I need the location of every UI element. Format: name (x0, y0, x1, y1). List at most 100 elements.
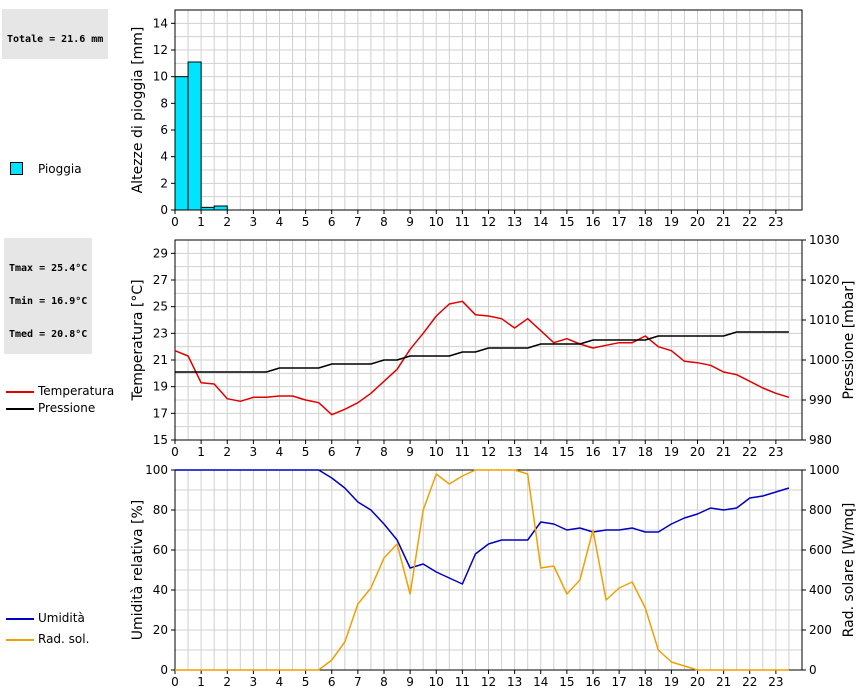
chart1-xtick-label: 7 (354, 215, 362, 229)
chart3-rad-sol-line (175, 469, 789, 671)
chart1-xtick-label: 11 (455, 215, 470, 229)
chart2-xtick-label: 20 (690, 445, 705, 459)
chart1-xtick-label: 4 (276, 215, 284, 229)
chart1-xtick-label: 16 (585, 215, 600, 229)
chart2-y2tick-label: 980 (809, 433, 832, 447)
chart2-xtick-label: 13 (507, 445, 522, 459)
chart1-xtick-label: 18 (638, 215, 653, 229)
chart3-y2tick-label: 600 (809, 543, 832, 557)
chart2-xtick-label: 19 (664, 445, 679, 459)
chart2-xtick-label: 18 (638, 445, 653, 459)
chart3-xtick-label: 10 (429, 675, 444, 689)
chart1-ytick-label: 12 (153, 43, 168, 57)
chart2-xtick-label: 0 (171, 445, 179, 459)
chart1-xtick-label: 8 (380, 215, 388, 229)
chart1-xtick-label: 6 (328, 215, 336, 229)
chart3-ytick-label: 0 (160, 663, 168, 677)
legend-umidita: Umidità (6, 611, 136, 625)
chart3-xtick-label: 21 (716, 675, 731, 689)
rad-sol-swatch (6, 639, 34, 641)
chart3-xtick-label: 8 (380, 675, 388, 689)
chart1-xtick-label: 2 (223, 215, 231, 229)
legend-rad-sol: Rad. sol. (6, 632, 136, 646)
chart1-pioggia-bar (213, 205, 228, 211)
chart2-xtick-label: 10 (429, 445, 444, 459)
pioggia-swatch (10, 162, 23, 175)
legend-temperatura-label: Temperatura (38, 384, 115, 398)
chart1-xtick-label: 20 (690, 215, 705, 229)
chart3-xtick-label: 23 (768, 675, 783, 689)
temperatura-swatch (6, 391, 34, 393)
chart3-xtick-label: 19 (664, 675, 679, 689)
chart2-xtick-label: 16 (585, 445, 600, 459)
chart1-xtick-label: 12 (481, 215, 496, 229)
chart2-xtick-label: 22 (742, 445, 757, 459)
chart1-xtick-label: 10 (429, 215, 444, 229)
legend-umidita-label: Umidità (38, 611, 85, 625)
chart3-y2tick-label: 1000 (809, 463, 840, 477)
chart3-ytick-label: 80 (153, 503, 168, 517)
chart1-xtick-label: 13 (507, 215, 522, 229)
chart2-ytick-label: 27 (153, 273, 168, 287)
chart2-xtick-label: 2 (223, 445, 231, 459)
chart1-ytick-label: 2 (160, 176, 168, 190)
chart3-y2tick-label: 800 (809, 503, 832, 517)
chart1-xtick-label: 14 (533, 215, 548, 229)
chart2-xtick-label: 4 (276, 445, 284, 459)
chart3-xtick-label: 4 (276, 675, 284, 689)
chart3-xtick-label: 13 (507, 675, 522, 689)
umidita-swatch (6, 618, 34, 620)
chart1-xtick-label: 15 (559, 215, 574, 229)
legend-pressione: Pressione (6, 401, 136, 415)
chart2-xtick-label: 23 (768, 445, 783, 459)
chart2-xtick-label: 21 (716, 445, 731, 459)
chart1-ytick-label: 0 (160, 203, 168, 217)
legend-pioggia-label: Pioggia (38, 162, 82, 176)
chart3-ytick-label: 40 (153, 583, 168, 597)
chart2-xtick-label: 11 (455, 445, 470, 459)
chart3-xtick-label: 16 (585, 675, 600, 689)
chart3-y2tick-label: 400 (809, 583, 832, 597)
chart3-xtick-label: 5 (302, 675, 310, 689)
chart2-xtick-label: 17 (611, 445, 626, 459)
chart1-xtick-label: 17 (611, 215, 626, 229)
tmed-value: Tmed = 20.8°C (9, 329, 88, 340)
chart1-xtick-label: 21 (716, 215, 731, 229)
chart2-ytick-label: 25 (153, 300, 168, 314)
legend-pressione-label: Pressione (38, 401, 96, 415)
chart2-y2tick-label: 1020 (809, 273, 840, 287)
chart2-ytick-label: 17 (153, 406, 168, 420)
chart3-y2label: Rad. solare [W/mq] (841, 503, 857, 638)
chart1-ytick-label: 4 (160, 150, 168, 164)
legend-rad-sol-label: Rad. sol. (38, 632, 90, 646)
rain-total-box: Totale = 21.6 mm (2, 9, 109, 59)
chart2-ylabel: Temperatura [°C] (130, 279, 146, 401)
temp-stats-box: Tmax = 25.4°C Tmin = 16.9°C Tmed = 20.8°… (4, 238, 93, 354)
legend-temperatura: Temperatura (6, 384, 136, 398)
chart2-xtick-label: 1 (197, 445, 205, 459)
legend-pioggia: Pioggia (6, 162, 136, 176)
chart2-xtick-label: 6 (328, 445, 336, 459)
chart2-y2tick-label: 1010 (809, 313, 840, 327)
chart1-ytick-label: 14 (153, 16, 168, 30)
chart1-pioggia-bar (174, 76, 189, 211)
chart1-ytick-label: 8 (160, 96, 168, 110)
chart2-xtick-label: 5 (302, 445, 310, 459)
chart3-y2tick-label: 0 (809, 663, 817, 677)
chart3-xtick-label: 7 (354, 675, 362, 689)
rain-total: Totale = 21.6 mm (7, 34, 104, 45)
chart2-ytick-label: 19 (153, 380, 168, 394)
chart2-xtick-label: 3 (250, 445, 258, 459)
chart2-y2label: Pressione [mbar] (841, 280, 857, 399)
chart2-pressione-line (175, 331, 789, 373)
chart2-xtick-label: 14 (533, 445, 548, 459)
chart3-ylabel: Umidità relativa [%] (130, 500, 146, 641)
chart3-xtick-label: 20 (690, 675, 705, 689)
tmin-value: Tmin = 16.9°C (9, 296, 88, 307)
chart3-xtick-label: 6 (328, 675, 336, 689)
chart3-ytick-label: 60 (153, 543, 168, 557)
chart1-xtick-label: 0 (171, 215, 179, 229)
chart1-xtick-label: 23 (768, 215, 783, 229)
chart2-xtick-label: 8 (380, 445, 388, 459)
